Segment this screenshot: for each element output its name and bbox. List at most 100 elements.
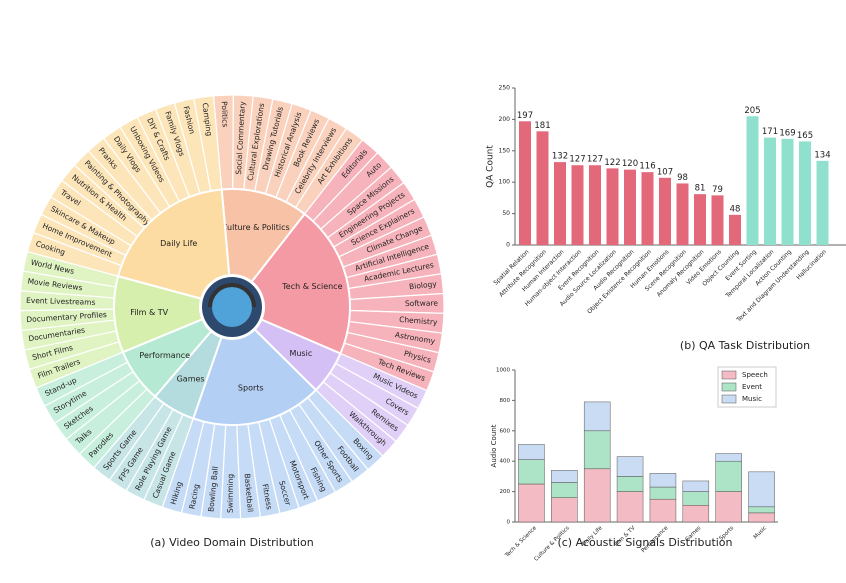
y-tick-label: 0 [506,242,510,249]
group-label: Games [177,374,205,383]
group-label: Tech & Science [281,282,342,291]
y-tick-label: 1000 [496,368,510,374]
value-label: 127 [587,155,603,165]
y-axis-label: QA Count [486,145,496,188]
bar-segment [649,473,677,488]
legend-swatch [721,370,737,380]
center-globe [212,287,252,327]
bar-segment [748,506,775,514]
x-tick-label: Tech & Science [504,525,539,560]
bar-segment [551,470,578,483]
leaf-label: Basketball [243,473,255,512]
caption: (b) QA Task Distribution [680,339,810,352]
value-label: 120 [622,159,638,169]
y-tick-label: 600 [500,428,511,434]
value-label: 79 [712,185,723,195]
bar-segment [616,491,644,523]
bar [606,168,619,245]
y-tick-label: 0 [507,520,511,526]
leaf-label: Biology [409,279,438,291]
leaf-label: Event Livestreams [26,296,96,307]
bar [554,162,566,245]
bar [519,121,531,245]
bar-segment [649,486,677,500]
bar [711,195,724,245]
bar [641,172,654,245]
y-axis-label: Audio Count [490,424,498,467]
bar-segment [682,480,710,492]
group-segment [116,188,231,300]
bar-segment [518,483,545,523]
value-label: 132 [552,152,568,162]
leaf-label: Politics [220,101,230,128]
legend-swatch [721,382,737,392]
leaf-label: Social Commentary [234,100,247,174]
bar [571,165,584,245]
value-label: 81 [695,184,706,194]
bar [659,177,671,245]
bar-segment [715,491,742,523]
value-label: 48 [730,204,741,214]
leaf-label: Chemistry [399,315,439,327]
headphones [208,283,256,308]
group-label: Culture & Politics [221,223,289,232]
bar-segment [682,505,710,523]
bar-segment [518,444,545,460]
group-label: Daily Life [160,239,197,248]
bar-segment [518,459,545,485]
bar-segment [715,460,742,492]
bar-segment [583,430,611,470]
bar-segment [616,456,644,477]
value-label: 169 [779,128,795,138]
bar-segment [715,453,742,462]
bar-segment [748,471,775,508]
bar [764,137,776,245]
bar-segment [748,512,775,523]
bar [676,183,689,245]
y-tick-label: 800 [500,398,511,404]
value-label: 127 [569,155,585,165]
value-label: 107 [657,167,673,177]
group-label: Performance [139,351,190,360]
caption: (a) Video Domain Distribution [150,536,314,549]
value-label: 116 [639,162,655,172]
group-segment [191,328,318,426]
y-tick-label: 400 [500,459,511,465]
bar [589,165,601,245]
bar-segment [616,476,644,492]
legend-label: Music [742,395,762,403]
y-tick-label: 200 [499,116,511,123]
leaf-label: Camping [200,102,213,137]
value-label: 197 [517,111,533,121]
bar-segment [682,491,710,506]
y-tick-label: 250 [499,85,511,92]
leaf-label: Software [405,299,439,309]
leaf-label: Swimming [226,474,235,513]
bar [816,160,829,245]
y-tick-label: 150 [499,147,511,154]
y-tick-label: 100 [499,179,511,186]
bar [536,131,549,245]
legend-label: Event [742,383,762,391]
value-label: 122 [604,158,620,168]
value-label: 165 [797,131,813,141]
bar [746,116,759,245]
value-label: 98 [677,173,688,183]
group-label: Music [289,349,312,358]
bar-segment [583,468,611,523]
bar-segment [551,497,578,523]
bar [624,169,636,245]
value-label: 134 [814,150,830,160]
bar [781,138,794,245]
group-label: Sports [238,383,264,392]
bar [729,214,741,245]
group-label: Film & TV [130,308,168,317]
value-label: 171 [762,127,778,137]
legend-swatch [721,394,737,404]
y-tick-label: 50 [502,210,510,217]
legend-label: Speech [742,371,768,379]
y-tick-label: 200 [500,489,511,495]
bar-segment [583,401,611,432]
